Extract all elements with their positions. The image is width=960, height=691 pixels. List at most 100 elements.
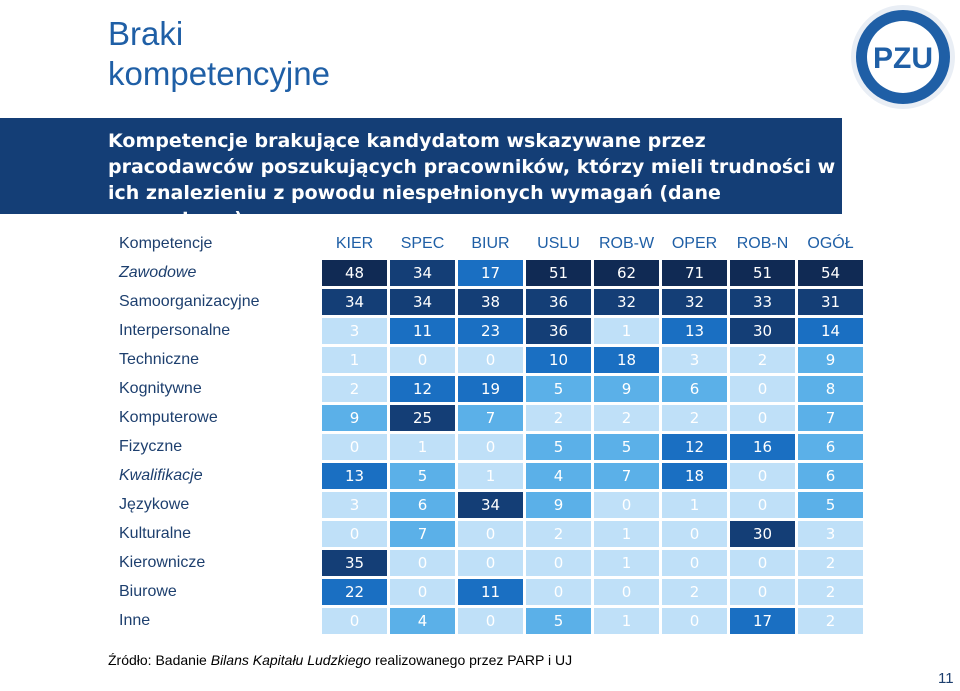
value-cell: 18	[662, 463, 727, 489]
value-cell: 4	[526, 463, 591, 489]
value-cell: 34	[458, 492, 523, 518]
value-cell: 0	[730, 550, 795, 576]
value-cell: 17	[458, 260, 523, 286]
table-row: Samoorganizacyjne 34 34 38 36 32 32 33 31	[111, 289, 863, 315]
table-row: Językowe 3 6 34 9 0 1 0 5	[111, 492, 863, 518]
table-row: Biurowe 22 0 11 0 0 2 0 2	[111, 579, 863, 605]
value-cell: 5	[526, 376, 591, 402]
value-cell: 6	[798, 463, 863, 489]
value-cell: 5	[390, 463, 455, 489]
value-cell: 38	[458, 289, 523, 315]
value-cell: 6	[390, 492, 455, 518]
value-cell: 34	[390, 289, 455, 315]
column-header-rob-w: ROB-W	[598, 235, 655, 252]
value-cell: 36	[526, 289, 591, 315]
title-line-1: Braki	[108, 15, 184, 52]
value-cell: 2	[322, 376, 387, 402]
value-cell: 14	[798, 318, 863, 344]
value-cell: 0	[730, 405, 795, 431]
value-cell: 2	[798, 579, 863, 605]
value-cell: 1	[390, 434, 455, 460]
row-label: Zawodowe	[111, 260, 319, 286]
subtitle-bar	[0, 118, 842, 214]
value-cell: 36	[526, 318, 591, 344]
row-label: Kognitywne	[111, 376, 319, 402]
table-row: Fizyczne 0 1 0 5 5 12 16 6	[111, 434, 863, 460]
value-cell: 7	[390, 521, 455, 547]
value-cell: 0	[458, 550, 523, 576]
value-cell: 32	[594, 289, 659, 315]
logo-text: PZU	[873, 42, 933, 75]
column-header-kier: KIER	[335, 235, 374, 252]
value-cell: 1	[594, 521, 659, 547]
value-cell: 0	[458, 608, 523, 634]
value-cell: 1	[594, 608, 659, 634]
row-label: Kulturalne	[111, 521, 319, 547]
value-cell: 35	[322, 550, 387, 576]
source-suffix: realizowanego przez PARP i UJ	[371, 652, 573, 668]
value-cell: 5	[798, 492, 863, 518]
value-cell: 25	[390, 405, 455, 431]
value-cell: 9	[322, 405, 387, 431]
value-cell: 2	[594, 405, 659, 431]
table-row: Interpersonalne 3 11 23 36 1 13 30 14	[111, 318, 863, 344]
value-cell: 33	[730, 289, 795, 315]
table-row: Kognitywne 2 12 19 5 9 6 0 8	[111, 376, 863, 402]
value-cell: 0	[526, 579, 591, 605]
row-label: Fizyczne	[111, 434, 319, 460]
table-row: Techniczne 1 0 0 10 18 3 2 9	[111, 347, 863, 373]
column-header-spec: SPEC	[400, 235, 445, 252]
value-cell: 0	[322, 434, 387, 460]
value-cell: 0	[730, 463, 795, 489]
value-cell: 71	[662, 260, 727, 286]
value-cell: 2	[798, 608, 863, 634]
column-header-biur: BIUR	[471, 235, 510, 252]
pzu-logo: PZU	[851, 5, 955, 109]
value-cell: 5	[526, 434, 591, 460]
value-cell: 0	[526, 550, 591, 576]
page-number: 11	[938, 670, 954, 687]
table-row: Inne 0 4 0 5 1 0 17 2	[111, 608, 863, 634]
value-cell: 32	[662, 289, 727, 315]
value-cell: 7	[798, 405, 863, 431]
table-row: Kulturalne 0 7 0 2 1 0 30 3	[111, 521, 863, 547]
value-cell: 0	[390, 347, 455, 373]
value-cell: 5	[526, 608, 591, 634]
value-cell: 3	[798, 521, 863, 547]
table-row: Zawodowe 48 34 17 51 62 71 51 54	[111, 260, 863, 286]
value-cell: 3	[662, 347, 727, 373]
value-cell: 51	[730, 260, 795, 286]
value-cell: 19	[458, 376, 523, 402]
value-cell: 0	[390, 550, 455, 576]
value-cell: 7	[458, 405, 523, 431]
value-cell: 0	[730, 492, 795, 518]
row-label: Inne	[111, 608, 319, 634]
value-cell: 16	[730, 434, 795, 460]
value-cell: 0	[594, 492, 659, 518]
value-cell: 1	[594, 318, 659, 344]
value-cell: 0	[458, 347, 523, 373]
source-prefix: Źródło: Badanie	[108, 652, 211, 668]
header-row: Kompetencje KIER SPEC BIUR USLU ROB-W OPER ROB-…	[111, 231, 863, 257]
value-cell: 7	[594, 463, 659, 489]
value-cell: 9	[526, 492, 591, 518]
row-label: Biurowe	[111, 579, 319, 605]
value-cell: 0	[322, 608, 387, 634]
value-cell: 10	[526, 347, 591, 373]
value-cell: 0	[730, 579, 795, 605]
value-cell: 1	[322, 347, 387, 373]
value-cell: 3	[322, 318, 387, 344]
value-cell: 22	[322, 579, 387, 605]
source-italic: Bilans Kapitału Ludzkiego	[210, 652, 372, 668]
value-cell: 1	[662, 492, 727, 518]
value-cell: 23	[458, 318, 523, 344]
value-cell: 18	[594, 347, 659, 373]
value-cell: 2	[730, 347, 795, 373]
value-cell: 5	[594, 434, 659, 460]
column-header-rob-n: ROB-N	[736, 235, 789, 252]
value-cell: 1	[458, 463, 523, 489]
table-subtitle: Kompetencje brakujące kandydatom wskazyw…	[108, 130, 836, 230]
column-header-uslu: USLU	[537, 235, 580, 252]
row-label: Techniczne	[111, 347, 319, 373]
column-header-oper: OPER	[671, 235, 718, 252]
